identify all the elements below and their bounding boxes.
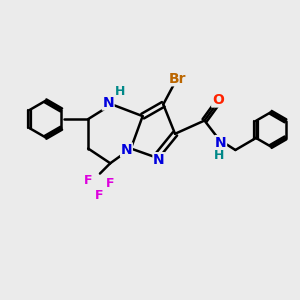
Text: N: N bbox=[215, 136, 226, 150]
Text: F: F bbox=[95, 188, 103, 202]
Text: Br: Br bbox=[169, 72, 187, 86]
Text: H: H bbox=[116, 85, 126, 98]
Text: F: F bbox=[106, 177, 115, 190]
Text: N: N bbox=[102, 96, 114, 110]
Text: F: F bbox=[84, 174, 92, 187]
Text: O: O bbox=[212, 93, 224, 107]
Text: N: N bbox=[153, 153, 165, 167]
Text: H: H bbox=[214, 149, 224, 162]
Text: N: N bbox=[121, 143, 132, 157]
